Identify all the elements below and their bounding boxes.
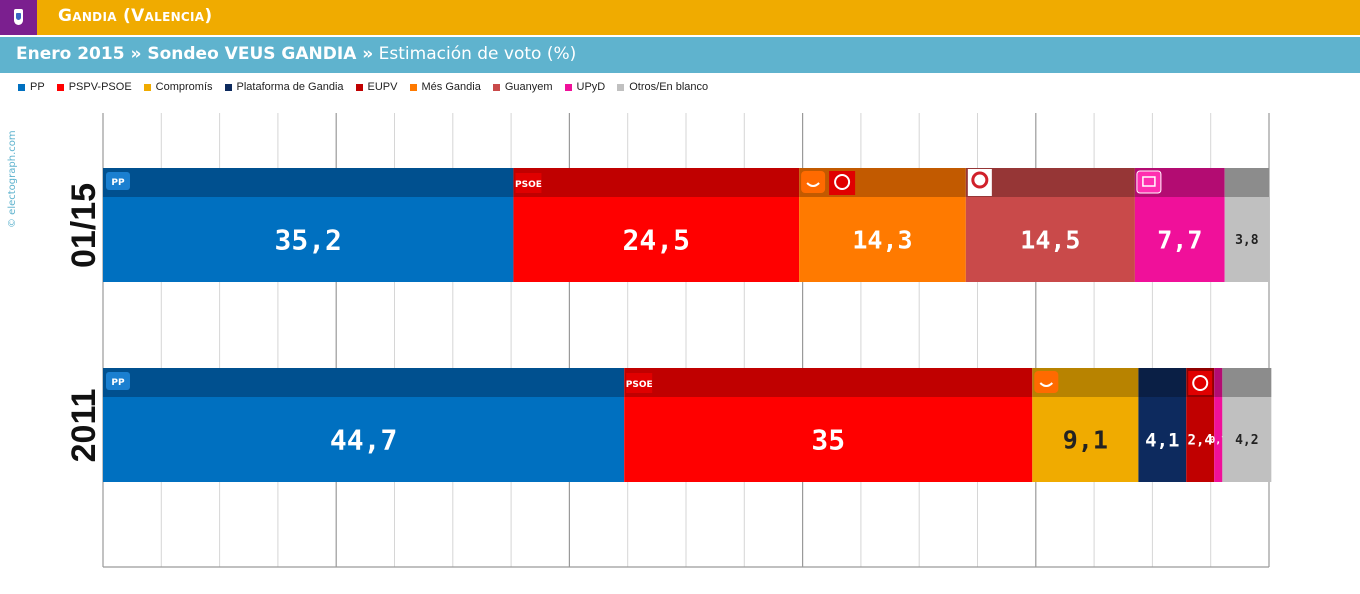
pp-logo-text: PP (111, 178, 125, 188)
legend-label: Otros/En blanco (629, 81, 709, 93)
legend-item: UPyD (564, 81, 606, 93)
eu-logo-mark-icon (834, 174, 851, 190)
legend-swatch (617, 83, 625, 91)
legend-label: EUPV (367, 81, 398, 93)
legend-label: Plataforma de Gandia (236, 81, 344, 93)
legend-swatch (564, 83, 572, 91)
chart-legend: PP PSPV-PSOE Compromís Plataforma de Gandia… (18, 79, 720, 95)
eu-logo-icon (1188, 371, 1213, 395)
bar-segment (1134, 197, 1225, 282)
legend-item: PP (18, 81, 45, 93)
bar-segment (799, 197, 966, 282)
bar-segment (513, 197, 800, 282)
bar-segment (1224, 197, 1269, 282)
bar-row: PP 44,7 PSOE 35 9,1 4,1 2,40,7 4,2 2011 (65, 368, 1272, 482)
legend-swatch (143, 83, 151, 91)
segment-header (799, 168, 966, 197)
data-label: 4,1 (1145, 429, 1179, 451)
psoe-logo-icon (626, 373, 653, 393)
data-label: 35,2 (274, 224, 341, 257)
bar-segment (1214, 397, 1223, 482)
upyd-logo-icon (1136, 170, 1162, 194)
compromis-logo-icon (801, 171, 826, 193)
city-crest-icon (0, 0, 37, 35)
legend-label: UPyD (576, 81, 606, 93)
data-label: 3,8 (1235, 233, 1259, 248)
legend-item: Otros/En blanco (617, 81, 708, 93)
segment-header (513, 168, 800, 197)
bar-row: PP 35,2 PSOE 24,5 14,3 14,5 7,7 3,8 01/15 (65, 168, 1269, 282)
legend-label: PP (30, 81, 45, 93)
data-label: 44,7 (330, 424, 397, 457)
segment-header (624, 368, 1033, 397)
data-label: 4,2 (1235, 433, 1258, 448)
eu-logo-mark-icon (1192, 375, 1209, 391)
data-label: 24,5 (623, 224, 690, 257)
segment-header (103, 168, 514, 197)
data-label: 14,5 (1020, 226, 1080, 255)
data-label: 2,4 (1188, 433, 1213, 449)
bar-segment (624, 397, 1033, 482)
data-label: 7,7 (1157, 226, 1202, 255)
legend-label: Guanyem (504, 81, 553, 93)
legend-label: Compromís (155, 81, 213, 93)
bar-segment (103, 197, 514, 282)
legend-swatch (56, 83, 64, 91)
bar-segment (1186, 397, 1215, 482)
legend-item: Guanyem (492, 81, 553, 93)
legend-item: Més Gandia (409, 81, 481, 93)
subtitle-bold: Enero 2015 » Sondeo VEUS GANDIA » (16, 44, 374, 64)
legend-item: Compromís (143, 81, 213, 93)
compromis-smile-icon (806, 182, 820, 187)
legend-swatch (492, 83, 500, 91)
legend-label: PSPV-PSOE (68, 81, 132, 93)
segment-header (1138, 368, 1187, 397)
row-label: 2011 (65, 389, 103, 463)
legend-item: PSPV-PSOE (56, 81, 132, 93)
segment-header (1214, 368, 1223, 397)
segment-header (965, 168, 1135, 197)
location-title: Gandia (Valencia) (58, 6, 213, 26)
data-label: 14,3 (852, 226, 912, 255)
compromis-smile-icon (1039, 382, 1054, 387)
legend-item: EUPV (355, 81, 398, 93)
legend-swatch (18, 83, 25, 91)
legend-item: Plataforma de Gandia (224, 81, 344, 93)
pp-logo-text: PP (111, 378, 125, 388)
bar-segment (965, 197, 1135, 282)
subtitle-bar: Enero 2015 » Sondeo VEUS GANDIA » Estima… (0, 37, 1360, 73)
legend-label: Més Gandia (421, 81, 481, 93)
guanyem-logo-mark-icon (971, 171, 989, 189)
data-label: 35 (811, 424, 845, 457)
bar-segment (1222, 397, 1272, 482)
legend-swatch (409, 83, 417, 91)
segment-header (1222, 368, 1272, 397)
psoe-logo-text: PSOE (626, 380, 653, 390)
data-label: 9,1 (1063, 426, 1108, 455)
compromis-logo-icon (1034, 371, 1059, 393)
data-label: 0,7 (1209, 435, 1227, 446)
bar-segment (103, 397, 625, 482)
pp-logo-icon (106, 172, 130, 190)
psoe-logo-text: PSOE (515, 180, 542, 190)
segment-header (1224, 168, 1269, 197)
legend-swatch (355, 83, 363, 91)
bar-segment (1138, 397, 1187, 482)
segment-header (103, 368, 625, 397)
row-label: 01/15 (65, 183, 103, 268)
title-bar: Gandia (Valencia) (0, 0, 1360, 35)
chart-subtitle: Enero 2015 » Sondeo VEUS GANDIA » Estima… (16, 44, 576, 64)
psoe-logo-icon (515, 173, 542, 193)
bar-segment (1032, 397, 1139, 482)
legend-swatch (224, 83, 232, 91)
upyd-logo-mark-icon (1142, 176, 1156, 187)
pp-logo-icon (106, 372, 130, 390)
subtitle-normal: Estimación de voto (%) (378, 44, 577, 64)
